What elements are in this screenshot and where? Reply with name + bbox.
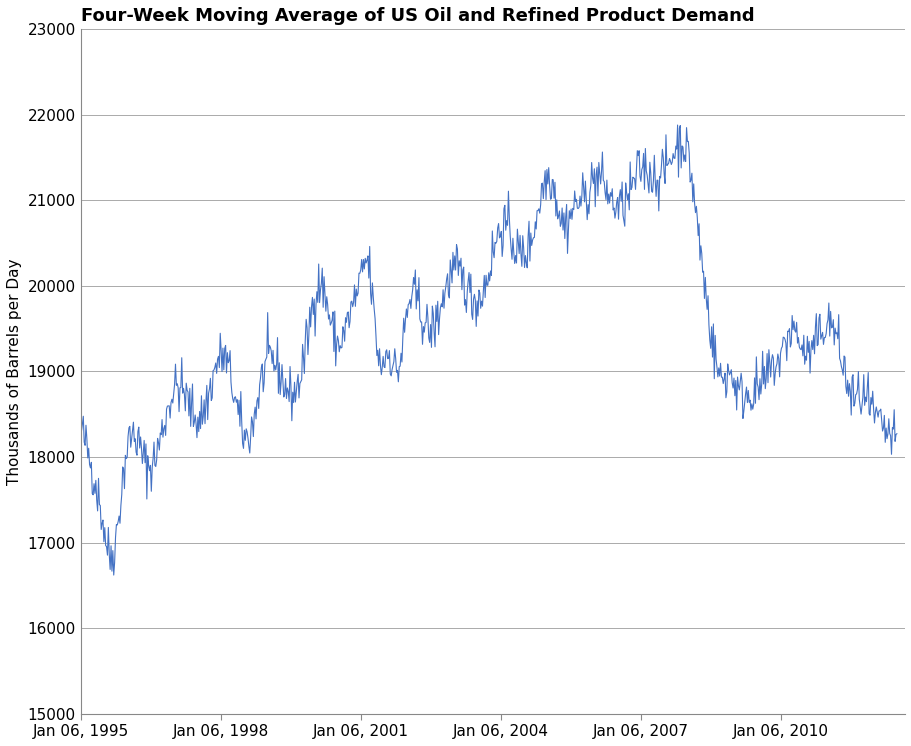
Text: Four-Week Moving Average of US Oil and Refined Product Demand: Four-Week Moving Average of US Oil and R… — [80, 7, 753, 25]
Y-axis label: Thousands of Barrels per Day: Thousands of Barrels per Day — [7, 258, 22, 485]
